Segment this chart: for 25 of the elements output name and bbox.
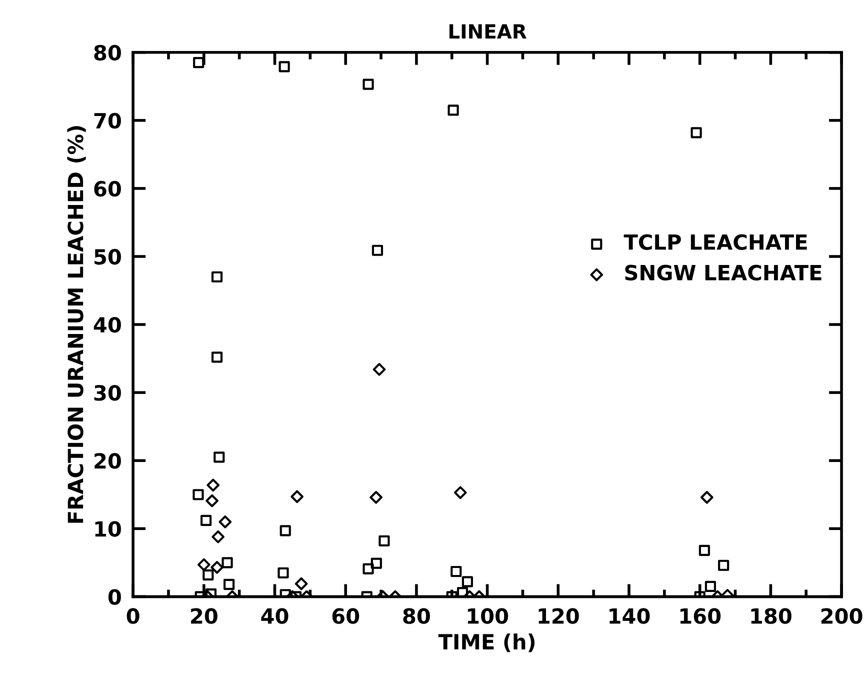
y-tick-label: 50 [94, 248, 121, 265]
y-tick-label: 0 [108, 589, 121, 605]
x-axis-title: TIME (h) [438, 634, 535, 652]
x-tick-label: 120 [538, 608, 579, 624]
x-tick-label: 100 [468, 608, 508, 624]
x-tick-label: 180 [751, 608, 792, 624]
legend-label: SNGW LEACHATE [625, 264, 822, 281]
x-tick-label: 80 [403, 608, 430, 624]
x-tick-label: 140 [610, 608, 650, 624]
y-tick-label: 30 [94, 385, 121, 401]
y-tick-label: 70 [94, 112, 121, 129]
y-tick-label: 20 [94, 453, 121, 469]
x-tick-label: 0 [126, 608, 140, 624]
y-tick-label: 60 [94, 180, 121, 197]
x-tick-label: 20 [191, 608, 218, 624]
y-axis-title: FRACTION URANIUM LEACHED (%) [67, 126, 86, 523]
x-tick-label: 60 [332, 608, 360, 624]
chart-title: LINEAR [449, 24, 527, 38]
x-tick-label: 200 [821, 608, 862, 624]
y-tick-label: 40 [94, 316, 121, 333]
legend-label: TCLP LEACHATE [624, 234, 807, 250]
x-tick-label: 40 [261, 608, 288, 624]
x-tick-label: 160 [680, 608, 721, 624]
y-tick-label: 80 [94, 44, 121, 61]
y-tick-label: 10 [95, 521, 121, 537]
